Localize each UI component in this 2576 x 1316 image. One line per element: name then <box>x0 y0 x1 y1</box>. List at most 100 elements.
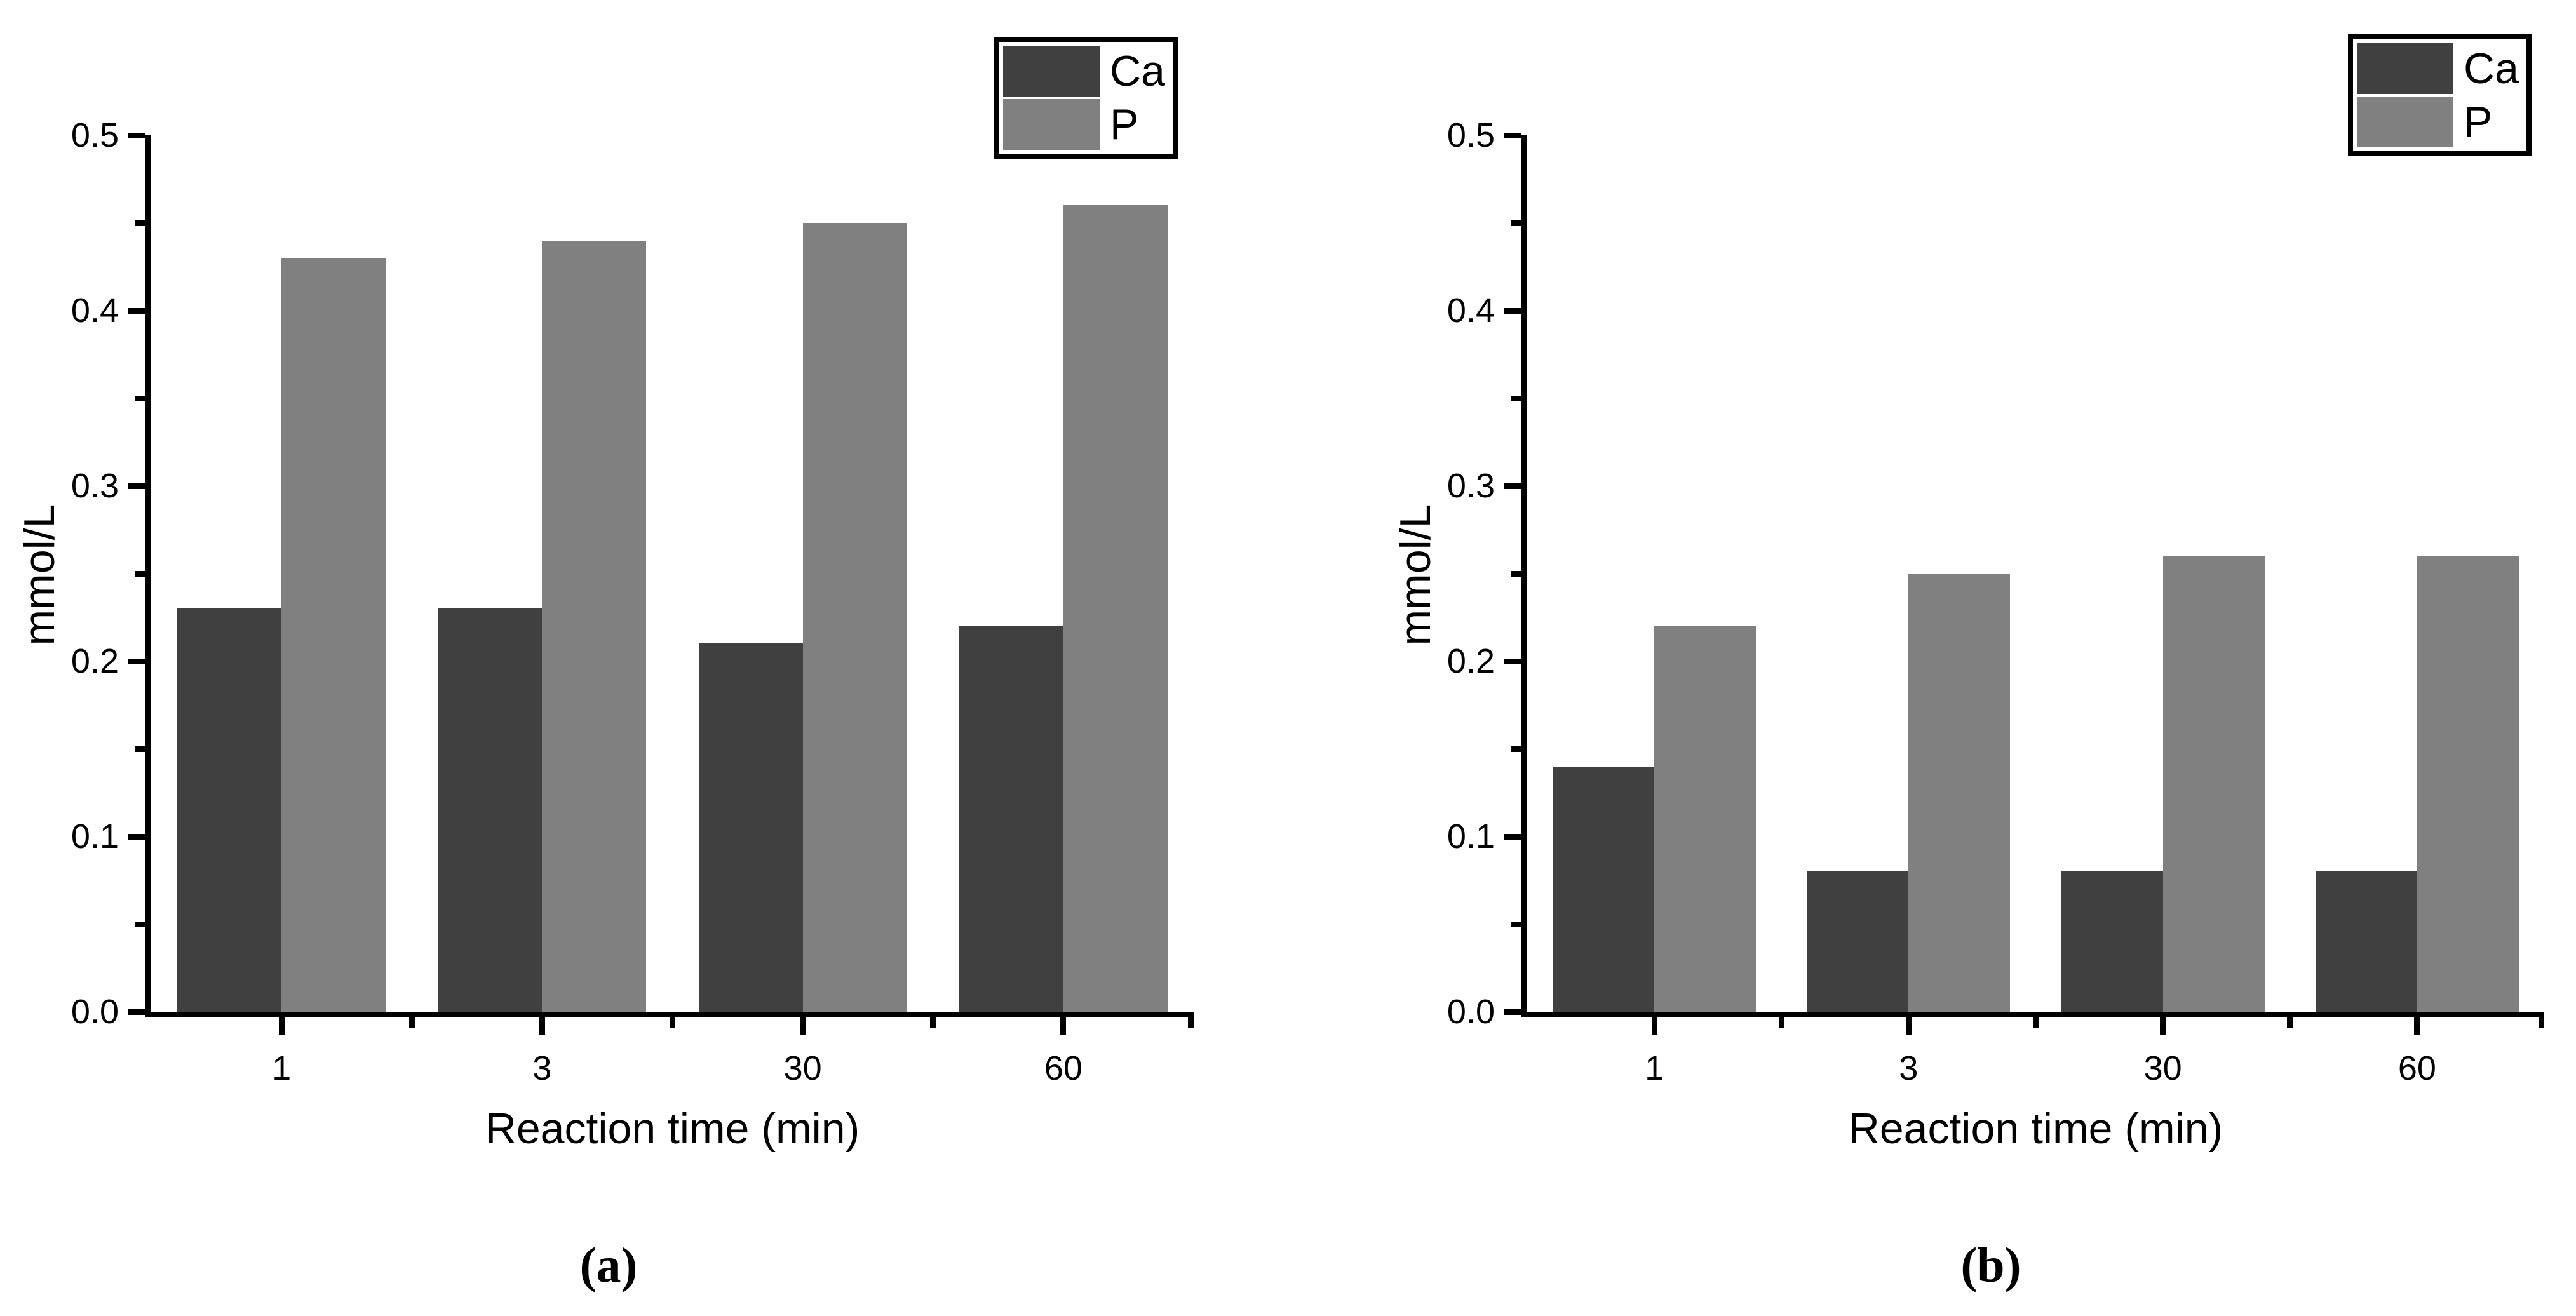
legend-label-p: P <box>2464 98 2493 146</box>
x-minor-tick <box>1778 1017 1784 1028</box>
y-major-tick <box>128 658 145 664</box>
x-axis-title-a: Reaction time (min) <box>485 1104 860 1153</box>
bar-p-60 <box>1063 205 1168 1012</box>
x-tick-label: 3 <box>532 1049 552 1087</box>
y-tick-label: 0.2 <box>71 642 119 680</box>
plot-area-b: 0.0 0.1 0.2 0.3 0.4 0.5 1 3 30 60 <box>1447 116 2544 1087</box>
bar-ca-60 <box>2315 871 2417 1012</box>
y-axis-line <box>1521 135 1527 1017</box>
bar-ca-60 <box>959 626 1063 1012</box>
bar-ca-1 <box>177 608 282 1012</box>
y-tick-label: 0.0 <box>71 993 119 1031</box>
x-tick-label: 1 <box>272 1049 292 1087</box>
legend-label-p: P <box>1110 100 1139 149</box>
y-major-tick <box>1504 307 1521 314</box>
bar-p-3 <box>542 240 647 1012</box>
x-major-tick <box>2414 1017 2420 1035</box>
x-axis-line <box>145 1012 1194 1017</box>
y-minor-tick <box>1511 921 1521 927</box>
caption-a: (a) <box>579 1237 638 1292</box>
bar-p-30 <box>802 223 907 1012</box>
x-axis-title-b: Reaction time (min) <box>1848 1104 2223 1153</box>
x-major-tick <box>2160 1017 2166 1035</box>
x-minor-tick <box>2033 1017 2039 1028</box>
y-axis-title-b: mmol/L <box>1391 504 1440 646</box>
bar-ca-3 <box>438 608 543 1012</box>
x-major-tick <box>800 1017 806 1035</box>
plot-area-a: 0.0 0.1 0.2 0.3 0.4 0.5 1 3 30 60 <box>71 116 1194 1087</box>
y-tick-label: 0.3 <box>71 467 119 505</box>
x-minor-tick <box>2539 1017 2544 1028</box>
x-tick-label: 3 <box>1899 1049 1919 1087</box>
y-tick-label: 0.5 <box>71 116 119 154</box>
y-tick-label: 0.5 <box>1446 116 1495 154</box>
y-minor-tick <box>135 921 145 927</box>
y-tick-label: 0.4 <box>71 292 119 330</box>
y-tick-label: 0.1 <box>71 817 119 856</box>
y-major-tick <box>128 307 145 314</box>
legend-label-ca: Ca <box>2464 44 2519 93</box>
x-minor-tick <box>930 1017 936 1028</box>
y-major-tick <box>1504 483 1521 489</box>
bar-ca-3 <box>1807 871 1909 1012</box>
bar-p-1 <box>1654 626 1757 1012</box>
x-major-tick <box>1905 1017 1912 1035</box>
y-major-tick <box>1504 132 1521 138</box>
y-minor-tick <box>135 220 145 226</box>
bar-ca-1 <box>1553 766 1655 1012</box>
legend-swatch-p <box>1003 99 1100 150</box>
y-tick-label: 0.3 <box>1446 467 1495 505</box>
y-tick-label: 0.1 <box>1446 817 1495 856</box>
legend-row-p: P <box>2357 97 2519 147</box>
bar-p-3 <box>1908 574 2011 1012</box>
bar-p-30 <box>2162 556 2265 1012</box>
y-major-tick <box>128 833 145 840</box>
y-tick-label: 0.0 <box>1446 993 1495 1031</box>
y-major-tick <box>128 483 145 489</box>
bar-ca-30 <box>2061 871 2163 1012</box>
legend-swatch-p <box>2357 97 2453 147</box>
y-minor-tick <box>1511 220 1521 226</box>
x-major-tick <box>278 1017 285 1035</box>
caption-b: (b) <box>1960 1237 2021 1292</box>
y-minor-tick <box>1511 746 1521 752</box>
y-tick-label: 0.2 <box>1446 642 1495 680</box>
legend-label-ca: Ca <box>1110 47 1165 95</box>
y-minor-tick <box>1511 395 1521 401</box>
y-minor-tick <box>135 746 145 752</box>
y-minor-tick <box>135 395 145 401</box>
bar-p-60 <box>2417 556 2519 1012</box>
legend-a: Ca P <box>994 37 1178 159</box>
x-minor-tick <box>1188 1017 1194 1028</box>
x-major-tick <box>1060 1017 1067 1035</box>
bar-ca-30 <box>698 643 803 1012</box>
y-minor-tick <box>1511 570 1521 577</box>
y-minor-tick <box>135 570 145 577</box>
y-major-tick <box>1504 833 1521 840</box>
legend-row-p: P <box>1003 99 1165 150</box>
x-tick-label: 60 <box>2397 1049 2436 1087</box>
x-axis-line <box>1521 1012 2544 1017</box>
legend-row-ca: Ca <box>1003 46 1165 97</box>
x-minor-tick <box>670 1017 675 1028</box>
y-major-tick <box>1504 658 1521 664</box>
legend-b: Ca P <box>2348 34 2532 156</box>
x-major-tick <box>1651 1017 1657 1035</box>
x-tick-label: 30 <box>2143 1049 2182 1087</box>
legend-swatch-ca <box>2357 43 2453 94</box>
x-minor-tick <box>2287 1017 2293 1028</box>
y-major-tick <box>128 1009 145 1015</box>
y-tick-label: 0.4 <box>1446 292 1495 330</box>
y-major-tick <box>128 132 145 138</box>
x-tick-label: 30 <box>783 1049 822 1087</box>
x-tick-label: 1 <box>1645 1049 1664 1087</box>
x-minor-tick <box>408 1017 415 1028</box>
y-major-tick <box>1504 1009 1521 1015</box>
bar-p-1 <box>281 258 386 1012</box>
y-axis-line <box>145 135 151 1017</box>
x-tick-label: 60 <box>1044 1049 1082 1087</box>
y-axis-title-a: mmol/L <box>15 504 64 646</box>
legend-row-ca: Ca <box>2357 43 2519 94</box>
legend-swatch-ca <box>1003 46 1100 97</box>
